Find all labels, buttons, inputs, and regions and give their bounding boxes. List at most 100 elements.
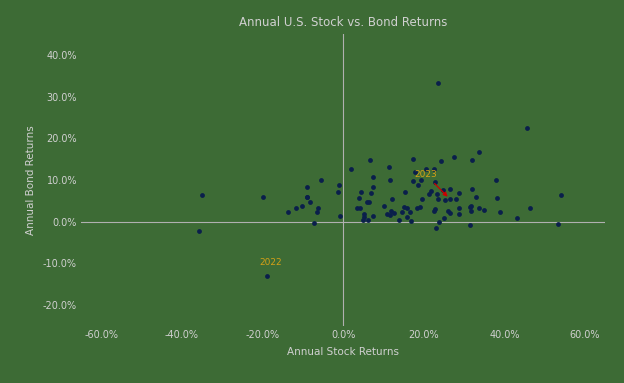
Point <box>359 211 369 217</box>
Point <box>397 210 407 216</box>
Point <box>368 174 378 180</box>
Point <box>388 196 397 202</box>
Point <box>194 228 204 234</box>
Y-axis label: Annual Bond Returns: Annual Bond Returns <box>26 125 36 235</box>
X-axis label: Annual Stock Returns: Annual Stock Returns <box>287 347 399 357</box>
Text: 2022: 2022 <box>260 257 282 267</box>
Point <box>406 218 416 224</box>
Point <box>466 222 475 228</box>
Point <box>382 211 392 217</box>
Point <box>394 217 404 223</box>
Point <box>451 196 461 202</box>
Point <box>454 211 464 217</box>
Point <box>384 164 394 170</box>
Point <box>433 80 443 86</box>
Point <box>525 205 535 211</box>
Point <box>399 204 409 210</box>
Point <box>333 189 343 195</box>
Point <box>379 203 389 209</box>
Point <box>354 205 364 211</box>
Point <box>434 219 444 226</box>
Point <box>283 210 293 216</box>
Point <box>444 208 454 214</box>
Point <box>467 157 477 163</box>
Point <box>553 221 563 227</box>
Point <box>358 216 368 223</box>
Point <box>466 204 475 210</box>
Point <box>454 190 464 196</box>
Point <box>449 154 459 160</box>
Point <box>436 158 446 164</box>
Point <box>258 195 268 201</box>
Point <box>492 177 502 183</box>
Point <box>495 209 505 215</box>
Point <box>467 186 477 192</box>
Point <box>466 208 475 214</box>
Point <box>440 197 450 203</box>
Point <box>386 177 396 183</box>
Point <box>405 209 415 215</box>
Point <box>361 198 371 205</box>
Point <box>408 156 418 162</box>
Point <box>354 195 364 201</box>
Point <box>433 196 443 202</box>
Point <box>334 182 344 188</box>
Point <box>313 209 323 215</box>
Point <box>297 203 307 209</box>
Point <box>353 205 363 211</box>
Point <box>421 166 431 172</box>
Point <box>432 191 442 197</box>
Point <box>439 215 449 221</box>
Point <box>410 169 420 175</box>
Point <box>417 196 427 202</box>
Point <box>454 205 464 211</box>
Point <box>426 188 436 194</box>
Point <box>313 205 323 211</box>
Point <box>512 215 522 221</box>
Point <box>401 189 411 195</box>
Point <box>356 190 366 196</box>
Point <box>424 191 434 197</box>
Point <box>431 225 441 231</box>
Point <box>466 203 476 209</box>
Point <box>309 220 319 226</box>
Point <box>474 205 484 211</box>
Point <box>429 208 439 214</box>
Text: 2023: 2023 <box>414 170 447 196</box>
Point <box>438 187 448 193</box>
Point <box>415 205 425 211</box>
Point <box>368 213 378 219</box>
Point <box>389 210 399 216</box>
Point <box>335 213 345 219</box>
Point <box>492 195 502 201</box>
Point <box>359 214 369 221</box>
Point <box>430 206 440 212</box>
Point <box>471 195 481 201</box>
Point <box>408 178 418 184</box>
Point <box>384 212 394 218</box>
Point <box>363 216 373 223</box>
Point <box>522 124 532 131</box>
Point <box>413 182 423 188</box>
Point <box>474 149 484 155</box>
Point <box>261 273 271 279</box>
Point <box>364 198 374 205</box>
Point <box>346 166 356 172</box>
Point <box>445 196 455 202</box>
Point <box>445 186 455 192</box>
Point <box>401 214 411 221</box>
Point <box>291 205 301 211</box>
Point <box>302 193 312 200</box>
Title: Annual U.S. Stock vs. Bond Returns: Annual U.S. Stock vs. Bond Returns <box>239 16 447 29</box>
Point <box>430 178 440 185</box>
Point <box>412 205 422 211</box>
Point <box>416 177 426 183</box>
Point <box>316 177 326 183</box>
Point <box>302 183 312 190</box>
Point <box>386 208 396 214</box>
Point <box>402 205 412 211</box>
Point <box>305 200 315 206</box>
Point <box>445 210 455 216</box>
Point <box>366 190 376 196</box>
Point <box>429 166 439 172</box>
